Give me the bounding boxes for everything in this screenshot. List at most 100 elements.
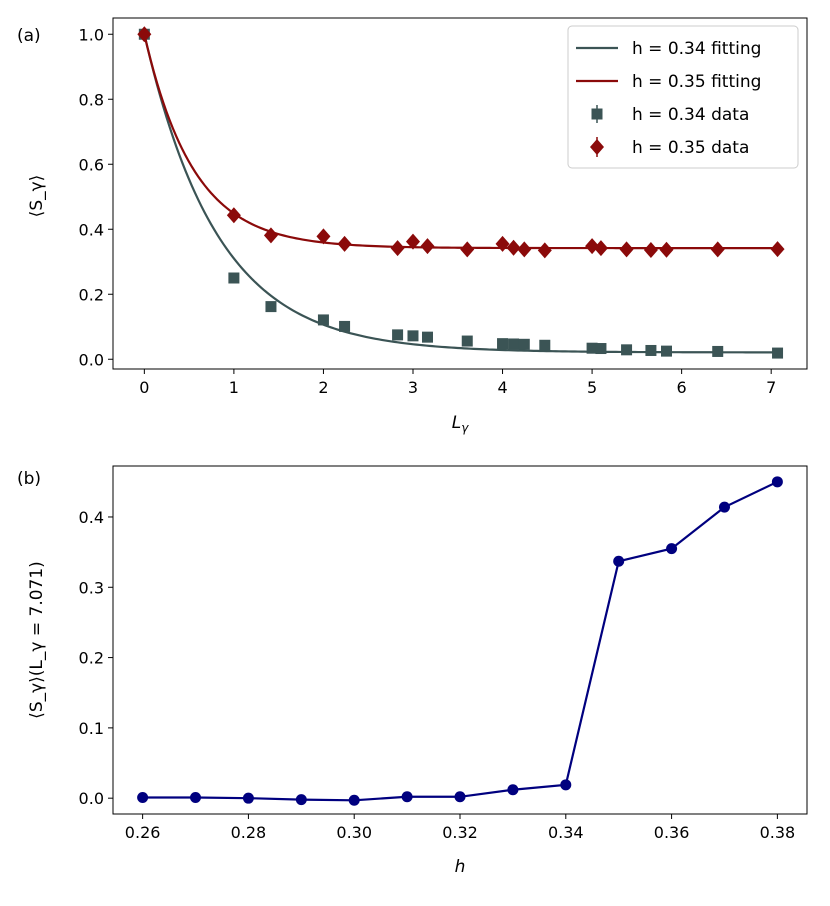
panel-a-point-h035 <box>643 242 658 259</box>
panel-a-y-tick-label: 0.6 <box>79 155 104 174</box>
panel-a-point-h035 <box>337 235 352 252</box>
panel-b-x-tick-label: 0.28 <box>231 823 267 842</box>
panel-a-point-h034 <box>645 344 657 356</box>
panel-a-y-tick-label: 0.4 <box>79 220 104 239</box>
panel-b-y-tick-label: 0.1 <box>79 719 104 738</box>
panel-a-point-h034 <box>228 272 240 284</box>
panel-a-point-h035 <box>316 228 331 245</box>
panel-a-point-h034 <box>539 339 551 351</box>
legend-swatch-data035 <box>590 139 604 155</box>
panel-a-plot-layer <box>137 26 785 359</box>
panel-a-x-tick-label: 6 <box>677 378 687 397</box>
legend-label-data035: h = 0.35 data <box>632 138 749 158</box>
panel-a-x-tick-label: 4 <box>497 378 507 397</box>
panel-b-y-axis-label: ⟨S_γ⟩(L_γ = 7.071) <box>27 561 47 719</box>
panel-b-x-ticks: 0.26 0.28 0.30 0.32 0.34 0.36 0.38 <box>125 814 795 842</box>
panel-a-label: (a) <box>17 26 41 46</box>
panel-b-x-tick-label: 0.36 <box>654 823 690 842</box>
panel-b-point <box>242 792 254 804</box>
panel-a-point-h035 <box>460 241 475 258</box>
panel-a-point-h034 <box>392 329 404 341</box>
panel-b-x-tick-label: 0.38 <box>760 823 796 842</box>
panel-a-point-h035 <box>517 241 532 258</box>
panel-a-point-h035 <box>495 235 510 252</box>
panel-a-point-h034 <box>421 331 433 343</box>
panel-b-y-tick-label: 0.0 <box>79 789 104 808</box>
panel-a-point-h034 <box>265 301 277 313</box>
panel-a-fit-line-h034 <box>143 33 778 354</box>
panel-b-point <box>613 555 625 567</box>
panel-b-x-tick-label: 0.26 <box>125 823 161 842</box>
panel-b-point <box>348 794 360 806</box>
panel-a-point-h035 <box>593 240 608 257</box>
panel-a-x-tick-label: 5 <box>587 378 597 397</box>
panel-a-point-h035 <box>420 238 435 255</box>
panel-b-x-axis-label: h <box>455 857 466 877</box>
legend-label-data034: h = 0.34 data <box>632 105 749 125</box>
panel-b-point <box>190 791 202 803</box>
panel-a-y-tick-label: 0.8 <box>79 90 104 109</box>
panel-a-legend: h = 0.34 fitting h = 0.35 fitting h = 0.34… <box>567 25 799 169</box>
panel-a-point-h034 <box>772 347 784 359</box>
panel-a-point-h035 <box>226 207 241 224</box>
panel-a-point-h034 <box>461 335 473 347</box>
panel-b-point <box>295 794 307 806</box>
panel-b-y-tick-label: 0.4 <box>79 508 104 527</box>
panel-a-point-h035 <box>585 238 600 255</box>
panel-b: (b) 0.26 0.28 0.30 0.32 0.34 0.36 0.38 0.00.10… <box>17 465 808 877</box>
panel-b-label: (b) <box>17 469 41 489</box>
panel-a: (a) 0 1 2 3 4 5 6 7 0.0 0.2 0.4 0.6 0.8 1.0 Lγ ⟨S_γ⟩… <box>17 17 808 435</box>
panel-a-point-h035 <box>619 241 634 258</box>
panel-b-y-tick-label: 0.3 <box>79 578 104 597</box>
panel-b-point <box>560 779 572 791</box>
panel-a-point-h035 <box>659 241 674 258</box>
panel-a-point-h034 <box>497 338 509 350</box>
panel-a-point-h035 <box>390 240 405 257</box>
panel-a-x-tick-label: 0 <box>139 378 149 397</box>
panel-a-y-tick-label: 0.0 <box>79 350 104 369</box>
panel-b-point <box>401 791 413 803</box>
legend-label-fit035: h = 0.35 fitting <box>632 72 761 92</box>
panel-a-point-h035 <box>537 242 552 259</box>
panel-a-point-h035 <box>770 241 785 258</box>
panel-a-point-h035 <box>263 227 278 244</box>
panel-a-point-h034 <box>339 320 351 332</box>
legend-swatch-data034 <box>591 108 603 120</box>
panel-a-point-h034 <box>660 345 672 357</box>
panel-a-axes-frame <box>112 17 808 370</box>
panel-a-x-axis-label: Lγ <box>452 413 469 435</box>
panel-b-x-tick-label: 0.32 <box>442 823 478 842</box>
panel-a-point-h034 <box>595 343 607 355</box>
panel-a-x-tick-label: 7 <box>766 378 776 397</box>
panel-b-point <box>718 501 730 513</box>
panel-a-point-h035 <box>710 241 725 258</box>
panel-a-point-h034 <box>317 314 329 326</box>
panel-a-y-ticks: 0.0 0.2 0.4 0.6 0.8 1.0 <box>79 25 113 369</box>
panel-a-x-tick-label: 2 <box>318 378 328 397</box>
panel-a-point-h035 <box>405 233 420 250</box>
panel-b-x-tick-label: 0.34 <box>548 823 584 842</box>
panel-b-point <box>507 784 519 796</box>
panel-b-point <box>137 791 149 803</box>
panel-b-y-ticks: 0.0 0.1 0.2 0.3 0.4 <box>79 508 113 808</box>
panel-a-point-h035 <box>137 26 152 43</box>
panel-b-y-tick-label: 0.2 <box>79 649 104 668</box>
panel-a-x-tick-label: 1 <box>229 378 239 397</box>
panel-a-point-h034 <box>586 342 598 354</box>
panel-a-point-h034 <box>407 330 419 342</box>
panel-a-point-h034 <box>712 345 724 357</box>
panel-a-point-h035 <box>506 239 521 256</box>
panel-a-legend-box <box>567 25 799 169</box>
panel-b-point <box>771 476 783 488</box>
panel-a-point-h034 <box>621 344 633 356</box>
panel-b-point <box>666 543 678 555</box>
panel-a-x-tick-label: 3 <box>408 378 418 397</box>
panel-a-point-h034 <box>508 338 520 350</box>
legend-label-fit034: h = 0.34 fitting <box>632 39 761 59</box>
panel-b-point <box>454 791 466 803</box>
panel-a-x-ticks: 0 1 2 3 4 5 6 7 <box>139 369 776 397</box>
panel-a-y-axis-label: ⟨S_γ⟩ <box>27 175 47 218</box>
panel-b-x-tick-label: 0.30 <box>336 823 372 842</box>
panel-a-y-tick-label: 1.0 <box>79 25 104 44</box>
